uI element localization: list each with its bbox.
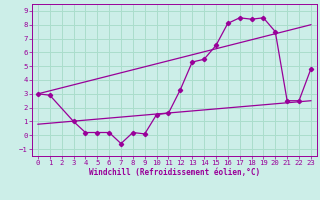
X-axis label: Windchill (Refroidissement éolien,°C): Windchill (Refroidissement éolien,°C) [89, 168, 260, 177]
